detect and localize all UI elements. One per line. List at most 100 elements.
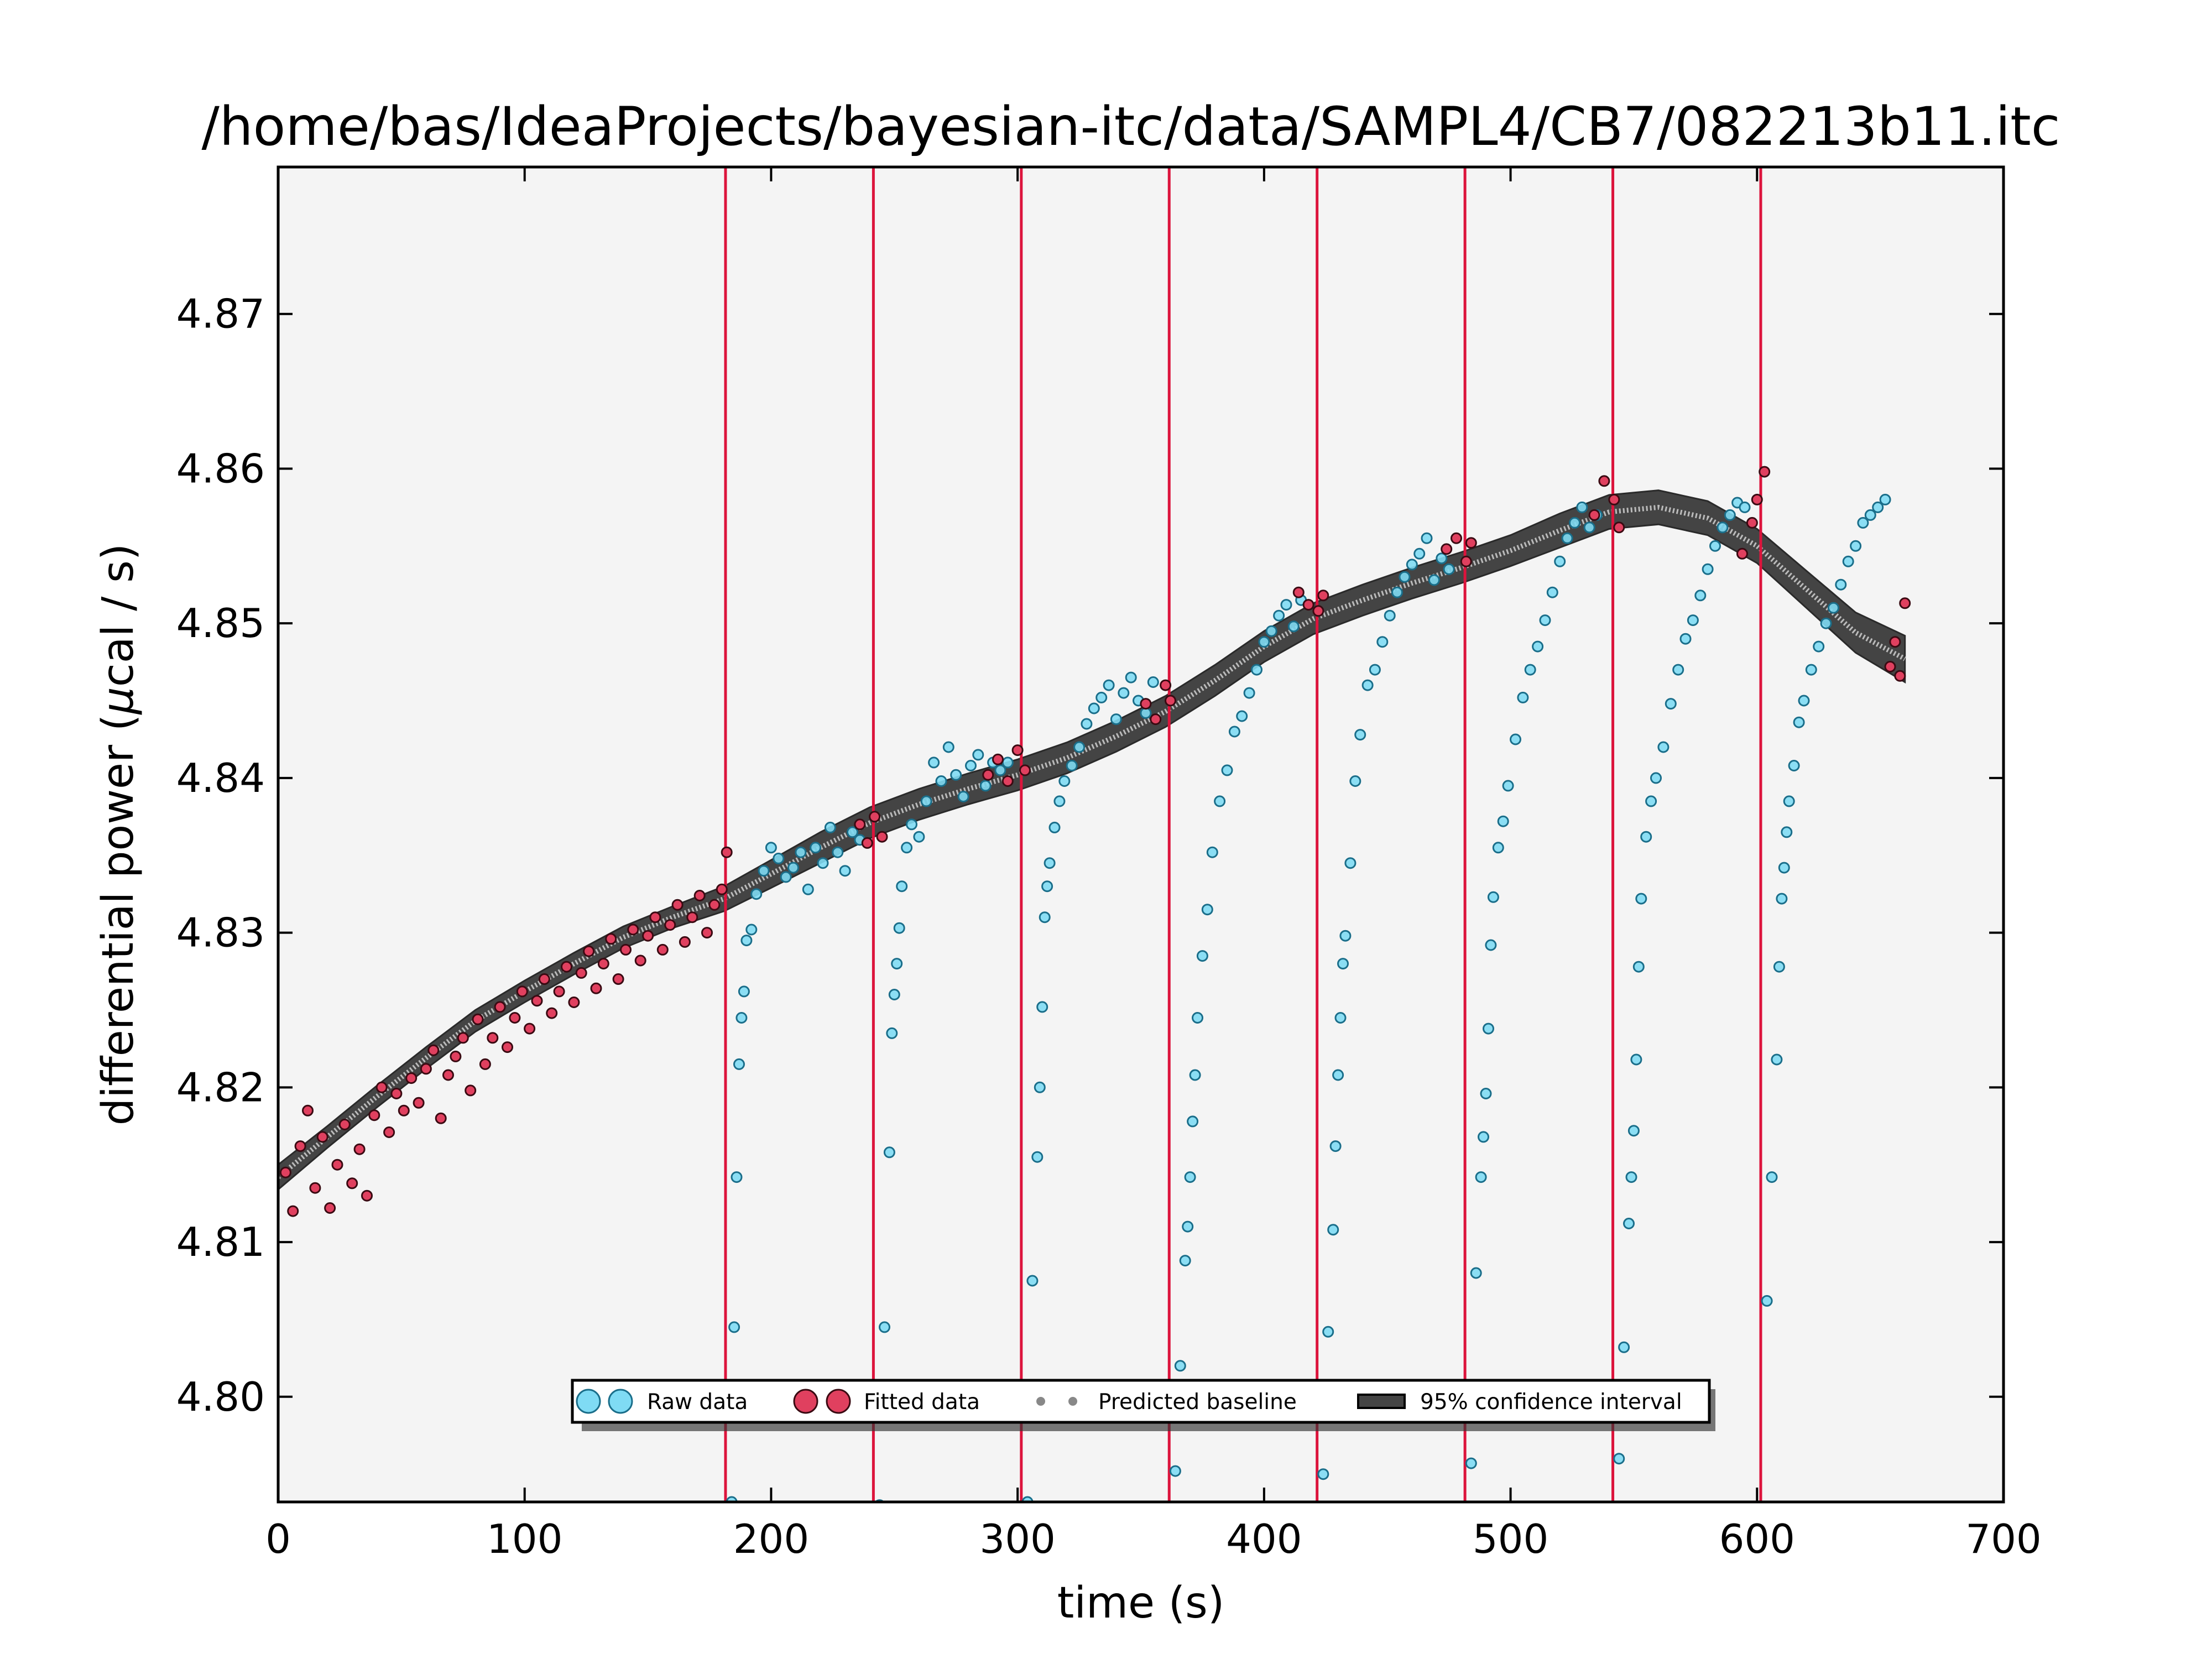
fitted-data-point <box>1019 764 1031 776</box>
legend-label-raw: Raw data <box>647 1390 748 1415</box>
fitted-data-point <box>686 911 698 924</box>
fitted-data-point <box>324 1202 336 1214</box>
raw-data-point <box>893 922 905 934</box>
y-tick-label: 4.80 <box>176 1374 265 1420</box>
fitted-data-point <box>427 1044 440 1056</box>
legend-label-ci: 95% confidence interval <box>1420 1390 1682 1415</box>
raw-data-point <box>731 1171 743 1183</box>
fitted-data-point <box>524 1022 536 1035</box>
raw-data-point <box>1879 493 1891 505</box>
fitted-data-point <box>1588 509 1600 521</box>
y-axis-label: differential power (μcal / s) <box>93 544 143 1125</box>
raw-data-point <box>1280 599 1292 611</box>
fitted-data-point <box>1451 532 1462 544</box>
legend-label-baseline: Predicted baseline <box>1098 1390 1297 1415</box>
fitted-data-point <box>664 919 676 931</box>
raw-data-point <box>1788 760 1800 771</box>
raw-data-point <box>1665 698 1677 710</box>
raw-data-point <box>1485 939 1497 951</box>
raw-data-point <box>1724 509 1736 521</box>
fitted-data-point <box>279 1166 291 1178</box>
raw-data-point <box>1337 958 1349 970</box>
raw-data-point <box>1857 517 1869 529</box>
raw-data-point <box>1436 552 1448 565</box>
raw-data-point <box>1443 563 1455 575</box>
y-tick-label: 4.82 <box>176 1064 265 1110</box>
fitted-data-point <box>309 1182 321 1194</box>
raw-data-point <box>1243 687 1255 699</box>
raw-data-point <box>1329 1140 1342 1152</box>
fitted-data-point <box>538 973 550 985</box>
raw-data-point <box>824 821 836 833</box>
injection-lines-layer <box>724 167 1762 1502</box>
raw-data-point <box>738 985 750 998</box>
raw-data-point <box>740 935 753 947</box>
fitted-data-point <box>1001 775 1014 787</box>
raw-data-point <box>1001 757 1014 769</box>
y-tick-label: 4.84 <box>176 755 265 801</box>
raw-data-point <box>913 831 925 843</box>
raw-data-point <box>765 842 777 854</box>
raw-data-point <box>735 1012 748 1024</box>
raw-data-point <box>1561 532 1573 544</box>
raw-data-point <box>1635 893 1647 905</box>
raw-data-point <box>1189 1069 1201 1081</box>
y-tick-label: 4.81 <box>176 1219 265 1265</box>
raw-data-point <box>1739 501 1751 513</box>
x-tick-label: 500 <box>1473 1516 1548 1562</box>
raw-data-point <box>1546 586 1558 598</box>
fitted-data-point <box>1899 597 1911 609</box>
fitted-data-point <box>472 1013 484 1025</box>
raw-data-point <box>957 791 969 802</box>
fitted-data-point <box>1312 605 1324 617</box>
fitted-data-point <box>561 961 572 973</box>
raw-data-point <box>1273 609 1285 622</box>
fitted-data-point <box>353 1143 366 1155</box>
raw-data-point <box>1182 1220 1194 1233</box>
y-axis-label-prefix: differential power ( <box>93 714 143 1126</box>
raw-data-point <box>1842 555 1854 567</box>
fitted-data-point <box>375 1081 388 1093</box>
fitted-data-point <box>368 1109 380 1121</box>
raw-data-point <box>883 1146 895 1159</box>
raw-data-point <box>1147 676 1159 688</box>
fitted-data-point <box>854 818 866 831</box>
raw-data-point <box>896 880 908 893</box>
raw-data-point <box>1583 521 1595 534</box>
raw-data-point <box>1850 540 1862 552</box>
raw-data-point <box>1778 862 1790 874</box>
raw-data-point <box>1354 729 1366 741</box>
raw-data-point <box>1041 880 1053 893</box>
raw-data-point <box>1687 614 1699 627</box>
fitted-data-point <box>575 967 587 979</box>
raw-data-point <box>1169 1465 1181 1477</box>
legend-baseline-marker-1 <box>1036 1397 1045 1406</box>
fitted-data-point <box>869 811 881 823</box>
fitted-data-point <box>1317 589 1329 602</box>
raw-data-point <box>1044 857 1056 869</box>
fitted-data-point <box>420 1063 432 1075</box>
fitted-data-point <box>294 1140 306 1152</box>
fitted-data-point <box>553 985 565 998</box>
raw-data-point <box>1470 1267 1482 1279</box>
raw-data-point <box>1532 640 1544 653</box>
raw-data-point <box>1502 780 1514 792</box>
plot-area <box>278 167 2004 1502</box>
raw-data-point <box>928 757 940 769</box>
raw-data-point <box>1820 617 1832 629</box>
legend-fitted-marker-2 <box>826 1389 851 1414</box>
raw-data-point <box>1872 501 1884 513</box>
raw-data-point <box>1766 1171 1778 1183</box>
raw-data-point <box>1576 501 1588 513</box>
fitted-data-point <box>1736 547 1748 560</box>
raw-data-point <box>1095 691 1108 703</box>
raw-data-point <box>1039 911 1051 924</box>
raw-data-point <box>1391 586 1403 598</box>
raw-data-point <box>1034 1081 1046 1093</box>
raw-data-point <box>1192 1012 1203 1024</box>
fitted-data-point <box>1150 713 1162 726</box>
raw-data-point <box>1421 532 1433 544</box>
fitted-data-point <box>1441 543 1453 555</box>
fitted-data-point <box>390 1088 403 1099</box>
